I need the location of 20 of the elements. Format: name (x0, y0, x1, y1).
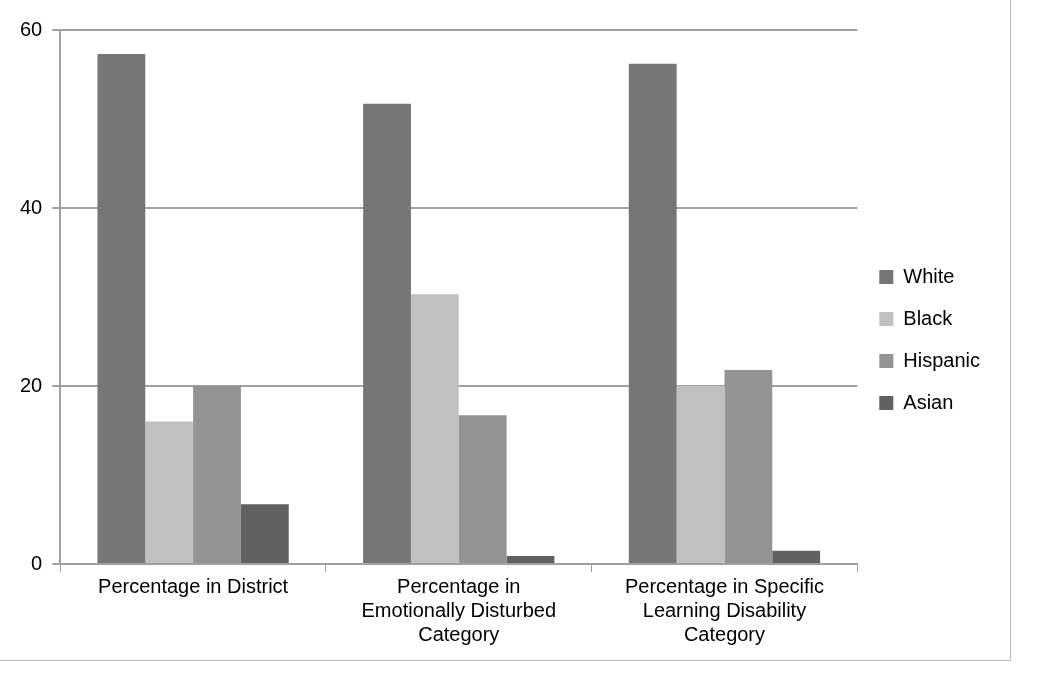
legend-label: Asian (903, 390, 954, 413)
bar (506, 555, 555, 563)
y-tick-label: 40 (20, 195, 43, 218)
legend-label: Black (903, 306, 954, 329)
bar (97, 54, 146, 563)
x-tick-label: Percentage in District (98, 574, 289, 597)
y-tick-label: 60 (20, 17, 43, 40)
bar (676, 386, 725, 563)
bar (240, 504, 289, 563)
y-tick-label: 20 (20, 373, 43, 396)
bar (145, 421, 194, 563)
bar (410, 294, 459, 563)
y-tick-label: 0 (31, 551, 43, 574)
legend-label: White (903, 264, 955, 287)
bar (772, 550, 821, 563)
x-tick-label: Percentage in Emotionally Disturbed Category (361, 574, 557, 645)
bar (363, 103, 411, 563)
legend-label: Hispanic (903, 348, 980, 371)
bar (628, 63, 677, 563)
x-tick-label: Percentage in Specific Learning Disability Category (624, 574, 824, 645)
